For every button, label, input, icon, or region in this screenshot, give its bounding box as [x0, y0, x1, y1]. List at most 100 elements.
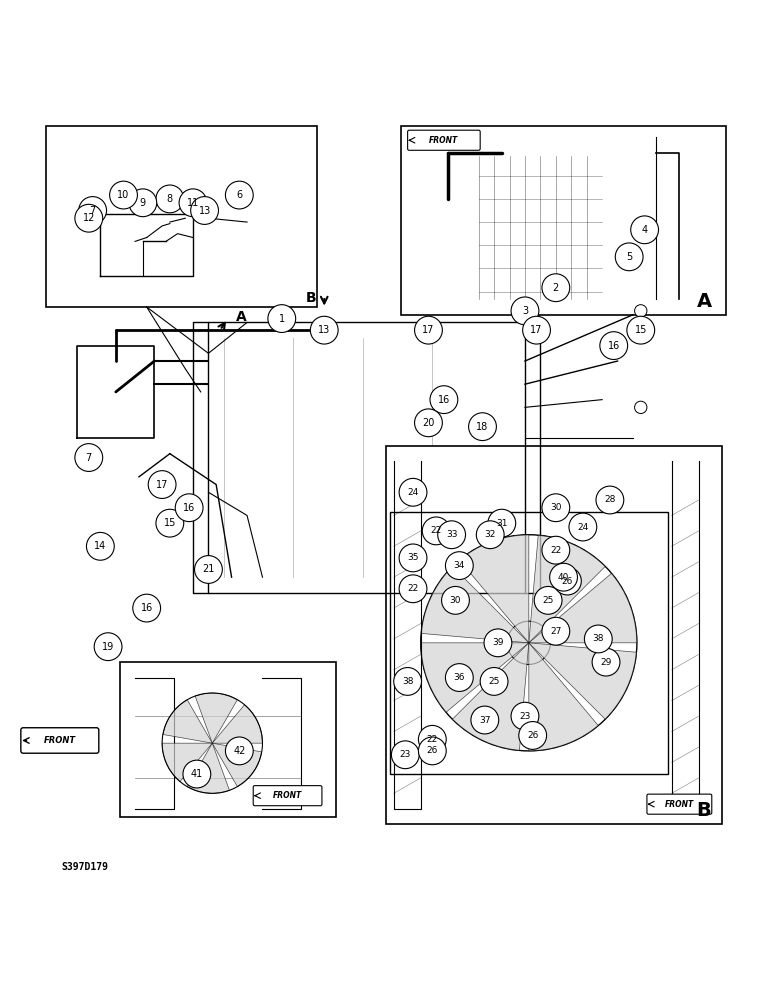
Text: 37: 37	[479, 716, 490, 725]
Text: 18: 18	[476, 422, 489, 432]
Text: 9: 9	[140, 198, 146, 208]
Circle shape	[631, 216, 659, 244]
Text: 25: 25	[543, 596, 554, 605]
Circle shape	[469, 413, 496, 441]
Circle shape	[542, 274, 570, 302]
Text: 24: 24	[408, 488, 418, 497]
Text: 22: 22	[408, 584, 418, 593]
Text: 25: 25	[489, 677, 499, 686]
Text: 31: 31	[496, 519, 507, 528]
Circle shape	[191, 197, 218, 224]
Circle shape	[511, 702, 539, 730]
Polygon shape	[212, 705, 262, 743]
Text: 34: 34	[454, 561, 465, 570]
Text: 21: 21	[202, 564, 215, 574]
Circle shape	[148, 471, 176, 498]
Circle shape	[635, 324, 647, 336]
Circle shape	[584, 625, 612, 653]
Text: B: B	[306, 291, 317, 305]
Text: 24: 24	[577, 523, 588, 532]
Text: 38: 38	[402, 677, 413, 686]
Text: 33: 33	[446, 530, 457, 539]
Text: FRONT: FRONT	[44, 736, 76, 745]
Circle shape	[175, 494, 203, 522]
Text: 11: 11	[187, 198, 199, 208]
Text: A: A	[235, 310, 246, 324]
Text: 23: 23	[520, 712, 530, 721]
Circle shape	[445, 664, 473, 691]
Text: 27: 27	[550, 627, 561, 636]
Text: 35: 35	[408, 553, 418, 562]
Text: 41: 41	[191, 769, 203, 779]
Circle shape	[310, 316, 338, 344]
Circle shape	[519, 722, 547, 749]
Text: 19: 19	[102, 642, 114, 652]
Polygon shape	[163, 700, 212, 743]
Text: 36: 36	[454, 673, 465, 682]
Text: 1: 1	[279, 314, 285, 324]
Text: 40: 40	[558, 573, 569, 582]
Circle shape	[442, 586, 469, 614]
Text: 5: 5	[626, 252, 632, 262]
Circle shape	[225, 181, 253, 209]
Text: 13: 13	[198, 206, 211, 216]
Circle shape	[394, 668, 422, 695]
Circle shape	[476, 521, 504, 549]
Circle shape	[430, 386, 458, 414]
Circle shape	[94, 633, 122, 661]
Text: 28: 28	[604, 495, 615, 504]
Circle shape	[399, 478, 427, 506]
Circle shape	[156, 185, 184, 213]
Text: 17: 17	[530, 325, 543, 335]
Circle shape	[156, 509, 184, 537]
Text: 17: 17	[156, 480, 168, 490]
Circle shape	[110, 181, 137, 209]
Circle shape	[596, 486, 624, 514]
Polygon shape	[529, 643, 598, 751]
Circle shape	[480, 668, 508, 695]
Text: 42: 42	[233, 746, 245, 756]
Circle shape	[418, 737, 446, 765]
Circle shape	[179, 189, 207, 217]
Polygon shape	[459, 535, 529, 643]
Text: FRONT: FRONT	[273, 791, 303, 800]
Bar	[46, 126, 317, 307]
Bar	[390, 512, 668, 774]
FancyBboxPatch shape	[21, 728, 99, 753]
Bar	[120, 662, 336, 817]
Circle shape	[399, 544, 427, 572]
Circle shape	[542, 494, 570, 522]
Polygon shape	[529, 573, 637, 643]
Text: 30: 30	[550, 503, 561, 512]
Circle shape	[75, 204, 103, 232]
Text: 26: 26	[427, 746, 438, 755]
Circle shape	[615, 243, 643, 271]
Polygon shape	[162, 743, 212, 782]
Circle shape	[399, 575, 427, 603]
Circle shape	[225, 737, 253, 765]
Text: S397D179: S397D179	[62, 862, 109, 872]
Polygon shape	[212, 743, 262, 787]
Text: 23: 23	[400, 750, 411, 759]
Text: 15: 15	[164, 518, 176, 528]
Text: 7: 7	[90, 206, 96, 216]
Bar	[208, 322, 525, 593]
Text: 20: 20	[422, 418, 435, 428]
Circle shape	[422, 517, 450, 545]
Circle shape	[542, 617, 570, 645]
Circle shape	[129, 189, 157, 217]
Circle shape	[523, 316, 550, 344]
Circle shape	[488, 509, 516, 537]
Circle shape	[550, 563, 577, 591]
Circle shape	[133, 594, 161, 622]
Bar	[386, 446, 722, 824]
Text: 29: 29	[601, 658, 611, 667]
Text: 38: 38	[593, 634, 604, 643]
Polygon shape	[422, 566, 529, 643]
Circle shape	[627, 316, 655, 344]
Circle shape	[79, 197, 107, 224]
Text: 12: 12	[83, 213, 95, 223]
Text: 16: 16	[183, 503, 195, 513]
Text: 16: 16	[608, 341, 620, 351]
Text: 14: 14	[94, 541, 107, 551]
